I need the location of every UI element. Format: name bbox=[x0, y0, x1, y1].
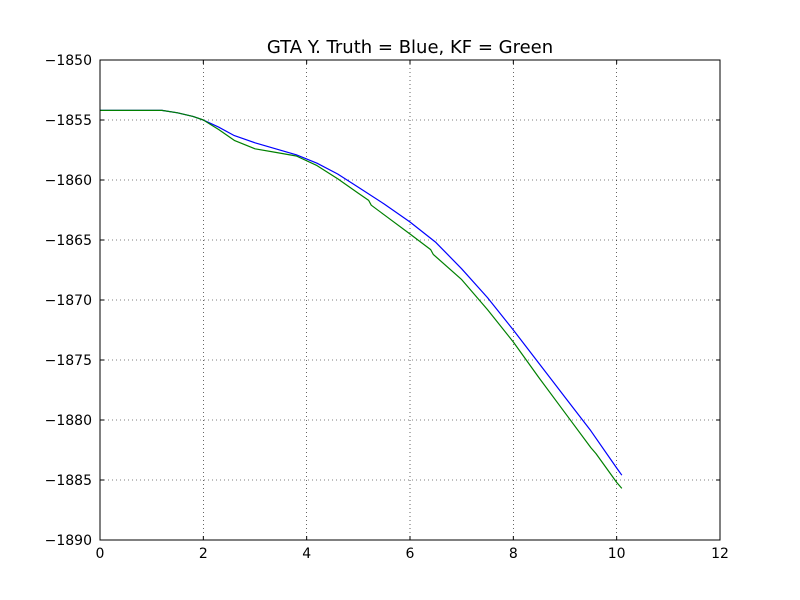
y-tick-label: −1880 bbox=[45, 413, 92, 429]
x-tick-label: 2 bbox=[199, 546, 208, 562]
y-tick-label: −1865 bbox=[45, 233, 92, 249]
y-tick-label: −1870 bbox=[45, 293, 92, 309]
y-tick-label: −1875 bbox=[45, 353, 92, 369]
y-tick-labels: −1850 −1855 −1860 −1865 −1870 −1875 −1880 −1885… bbox=[45, 53, 92, 549]
x-tick-label: 6 bbox=[406, 546, 415, 562]
x-tick-label: 8 bbox=[509, 546, 518, 562]
series-group bbox=[100, 109, 623, 489]
y-tick-label: −1850 bbox=[45, 53, 92, 69]
x-tick-label: 0 bbox=[96, 546, 105, 562]
series-line-1 bbox=[100, 109, 623, 489]
x-tick-label: 4 bbox=[302, 546, 311, 562]
y-tick-label: −1885 bbox=[45, 473, 92, 489]
y-tick-label: −1855 bbox=[45, 113, 92, 129]
chart-title: GTA Y. Truth = Blue, KF = Green bbox=[267, 37, 553, 58]
ticks bbox=[99, 59, 721, 541]
y-tick-label: −1890 bbox=[45, 533, 92, 549]
x-tick-labels: 0 2 4 6 8 10 12 bbox=[96, 546, 729, 562]
x-tick-label: 10 bbox=[608, 546, 626, 562]
x-tick-label: 12 bbox=[711, 546, 729, 562]
y-tick-label: −1860 bbox=[45, 173, 92, 189]
